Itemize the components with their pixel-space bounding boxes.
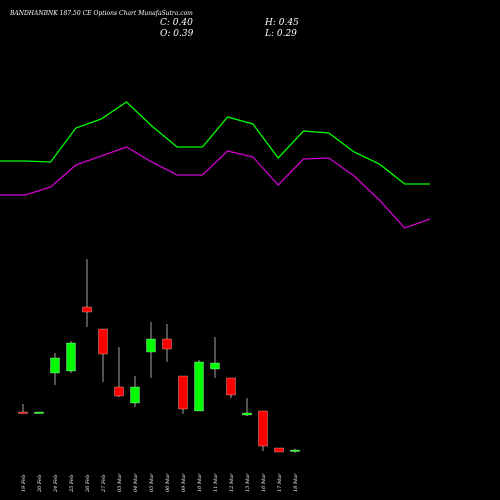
x-tick-label: 09 Mar <box>181 473 187 492</box>
x-tick-label: 25 Feb <box>69 475 75 493</box>
close-label: C: 0.40 <box>160 18 193 28</box>
candle-body <box>194 361 204 412</box>
candle-body <box>258 410 268 447</box>
candle-body <box>146 338 156 353</box>
x-tick-label: 26 Feb <box>85 475 91 493</box>
x-tick-label: 13 Mar <box>245 473 251 492</box>
candle-body <box>242 412 252 416</box>
x-tick-label: 10 Mar <box>197 473 203 492</box>
candle-body <box>162 338 172 350</box>
candle-body <box>274 447 284 453</box>
candle-body <box>50 357 60 374</box>
x-tick-label: 27 Feb <box>101 475 107 493</box>
x-tick-label: 03 Mar <box>117 473 123 492</box>
candle-body <box>210 362 220 370</box>
x-tick-label: 04 Mar <box>133 473 139 492</box>
x-tick-label: 24 Feb <box>53 475 59 493</box>
candle-body <box>98 328 108 355</box>
x-tick-label: 17 Mar <box>277 473 283 492</box>
x-tick-label: 18 Mar <box>293 473 299 492</box>
x-tick-label: 06 Mar <box>165 473 171 492</box>
candle-body <box>34 411 44 414</box>
x-tick-label: 12 Mar <box>229 473 235 492</box>
candle-body <box>114 386 124 397</box>
open-label: O: 0.39 <box>160 29 194 39</box>
candle-body <box>290 449 300 452</box>
high-label: H: 0.45 <box>264 18 299 28</box>
candle-body <box>82 306 92 313</box>
chart-title: BANDHANBNK 187.50 CE Options Chart Munaf… <box>9 10 193 17</box>
candle-body <box>18 411 28 414</box>
x-tick-label: 05 Mar <box>149 473 155 492</box>
candle-body <box>130 386 140 404</box>
x-tick-label: 20 Feb <box>37 475 43 493</box>
candle-body <box>66 342 76 372</box>
indicator-line <box>0 146 431 229</box>
low-label: L: 0.29 <box>264 29 297 39</box>
candle-body <box>178 375 188 410</box>
indicator-line <box>0 101 430 185</box>
x-tick-label: 11 Mar <box>213 473 219 492</box>
x-tick-label: 16 Mar <box>261 473 267 492</box>
x-tick-label: 19 Feb <box>21 475 27 492</box>
candle-body <box>226 377 236 396</box>
